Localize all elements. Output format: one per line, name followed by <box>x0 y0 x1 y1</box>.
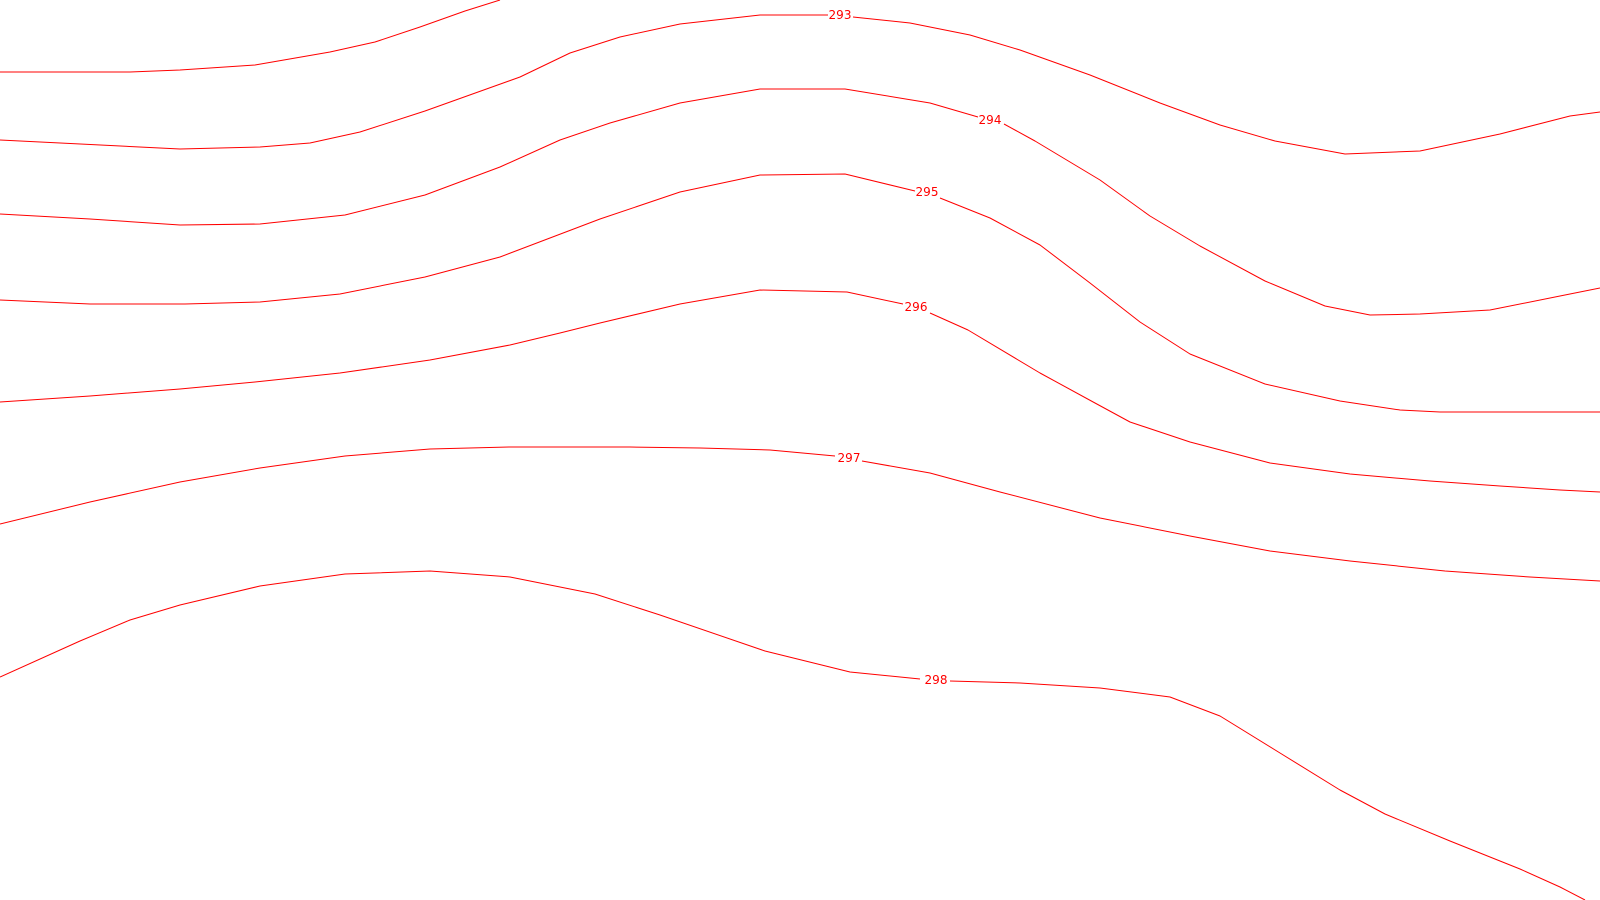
contour-line-295-b <box>939 197 1600 413</box>
contour-line-292 <box>0 0 501 73</box>
contour-label-296: 296 <box>905 300 928 314</box>
contour-line-296-b <box>929 312 1600 493</box>
contour-label-295: 295 <box>916 185 939 199</box>
contour-292 <box>0 0 501 73</box>
contour-label-297: 297 <box>838 451 861 465</box>
contour-label-298: 298 <box>925 673 948 687</box>
contour-293: 293 <box>0 8 1600 155</box>
contour-line-294-b <box>1003 123 1600 316</box>
contour-294: 294 <box>0 88 1600 316</box>
contour-line-294 <box>0 88 979 226</box>
contour-line-298-b <box>949 680 1586 900</box>
contour-line-298 <box>0 570 921 680</box>
contour-line-293-b <box>852 16 1600 155</box>
contour-295: 295 <box>0 173 1600 413</box>
contour-label-294: 294 <box>979 113 1002 127</box>
contour-line-297-b <box>861 460 1600 582</box>
contour-line-295 <box>0 173 916 305</box>
contour-298: 298 <box>0 570 1586 900</box>
contour-297: 297 <box>0 446 1600 582</box>
contour-296: 296 <box>0 289 1600 493</box>
contour-line-297 <box>0 446 836 525</box>
contour-line-293 <box>0 14 828 150</box>
contour-label-293: 293 <box>829 8 852 22</box>
contour-line-296 <box>0 289 904 403</box>
